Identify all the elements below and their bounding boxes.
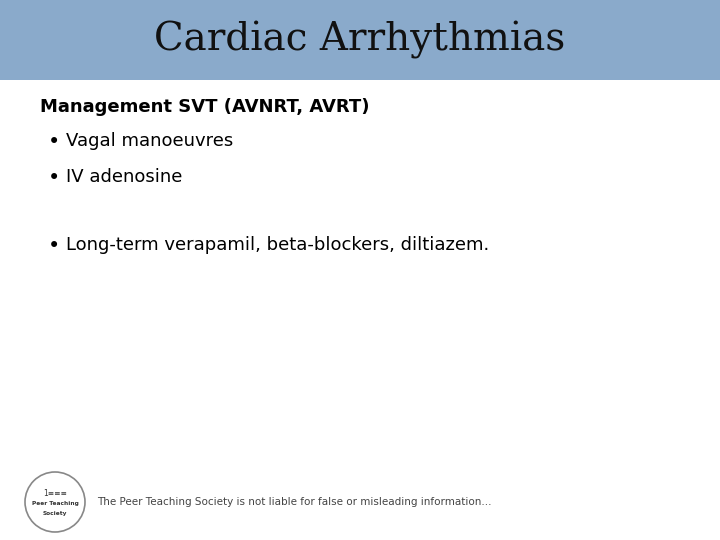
Text: Long-term verapamil, beta-blockers, diltiazem.: Long-term verapamil, beta-blockers, dilt… <box>66 236 490 254</box>
Text: •: • <box>48 132 60 152</box>
Text: Management SVT (AVNRT, AVRT): Management SVT (AVNRT, AVRT) <box>40 98 369 116</box>
Text: The Peer Teaching Society is not liable for false or misleading information...: The Peer Teaching Society is not liable … <box>97 497 492 507</box>
Text: IV adenosine: IV adenosine <box>66 168 182 186</box>
Bar <box>0 0 720 80</box>
Text: Cardiac Arrhythmias: Cardiac Arrhythmias <box>154 21 566 59</box>
Text: Society: Society <box>42 510 67 516</box>
Text: 1≡≡≡: 1≡≡≡ <box>43 489 67 498</box>
Text: •: • <box>48 168 60 188</box>
Text: •: • <box>48 236 60 256</box>
Text: Vagal manoeuvres: Vagal manoeuvres <box>66 132 233 150</box>
Circle shape <box>25 472 85 532</box>
Text: Peer Teaching: Peer Teaching <box>32 502 78 507</box>
